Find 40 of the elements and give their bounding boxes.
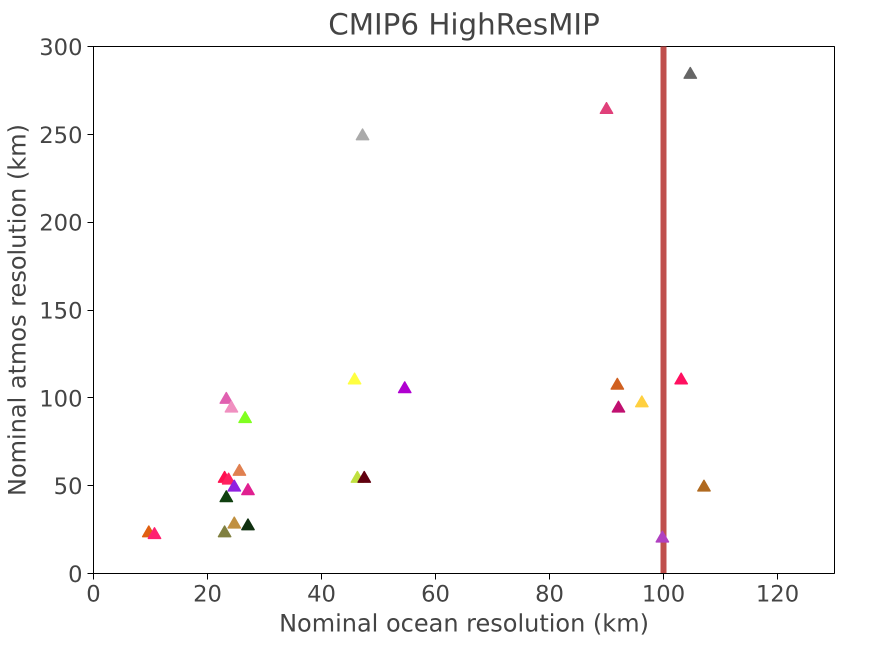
point <box>232 464 246 476</box>
y-tick-label: 0 <box>68 562 83 588</box>
point <box>227 516 242 529</box>
chart-title: CMIP6 HighResMIP <box>328 8 600 42</box>
point <box>655 530 670 543</box>
x-tick-label: 100 <box>642 582 686 608</box>
point <box>398 381 412 394</box>
x-axis-title: Nominal ocean resolution (km) <box>279 610 649 638</box>
point <box>348 372 362 385</box>
point <box>357 470 372 483</box>
y-axis-title: Nominal atmos resolution (km) <box>3 124 32 496</box>
point <box>240 482 255 496</box>
x-tick-label: 0 <box>86 582 101 608</box>
point <box>610 378 624 390</box>
y-tick-label: 250 <box>39 122 83 149</box>
point <box>356 128 370 140</box>
x-tick-label: 20 <box>193 582 222 608</box>
point <box>611 400 626 413</box>
point <box>240 518 255 530</box>
point <box>147 526 162 540</box>
y-tick-label: 50 <box>54 474 83 500</box>
x-tick-label: 80 <box>535 582 564 608</box>
y-tick-label: 100 <box>39 386 83 412</box>
x-tick-label: 40 <box>307 582 336 608</box>
x-tick-label: 60 <box>421 582 450 608</box>
point <box>696 479 711 492</box>
point <box>219 490 234 502</box>
point <box>674 372 688 385</box>
point <box>218 525 232 538</box>
y-tick-label: 200 <box>39 210 83 237</box>
point <box>238 410 252 424</box>
y-tick-label: 150 <box>39 298 83 324</box>
x-tick-label: 120 <box>756 582 800 608</box>
point <box>600 102 614 114</box>
y-tick-label: 300 <box>39 35 83 61</box>
point <box>227 479 242 492</box>
point <box>683 66 698 79</box>
point <box>634 395 649 408</box>
point <box>224 400 238 413</box>
point <box>219 392 234 404</box>
